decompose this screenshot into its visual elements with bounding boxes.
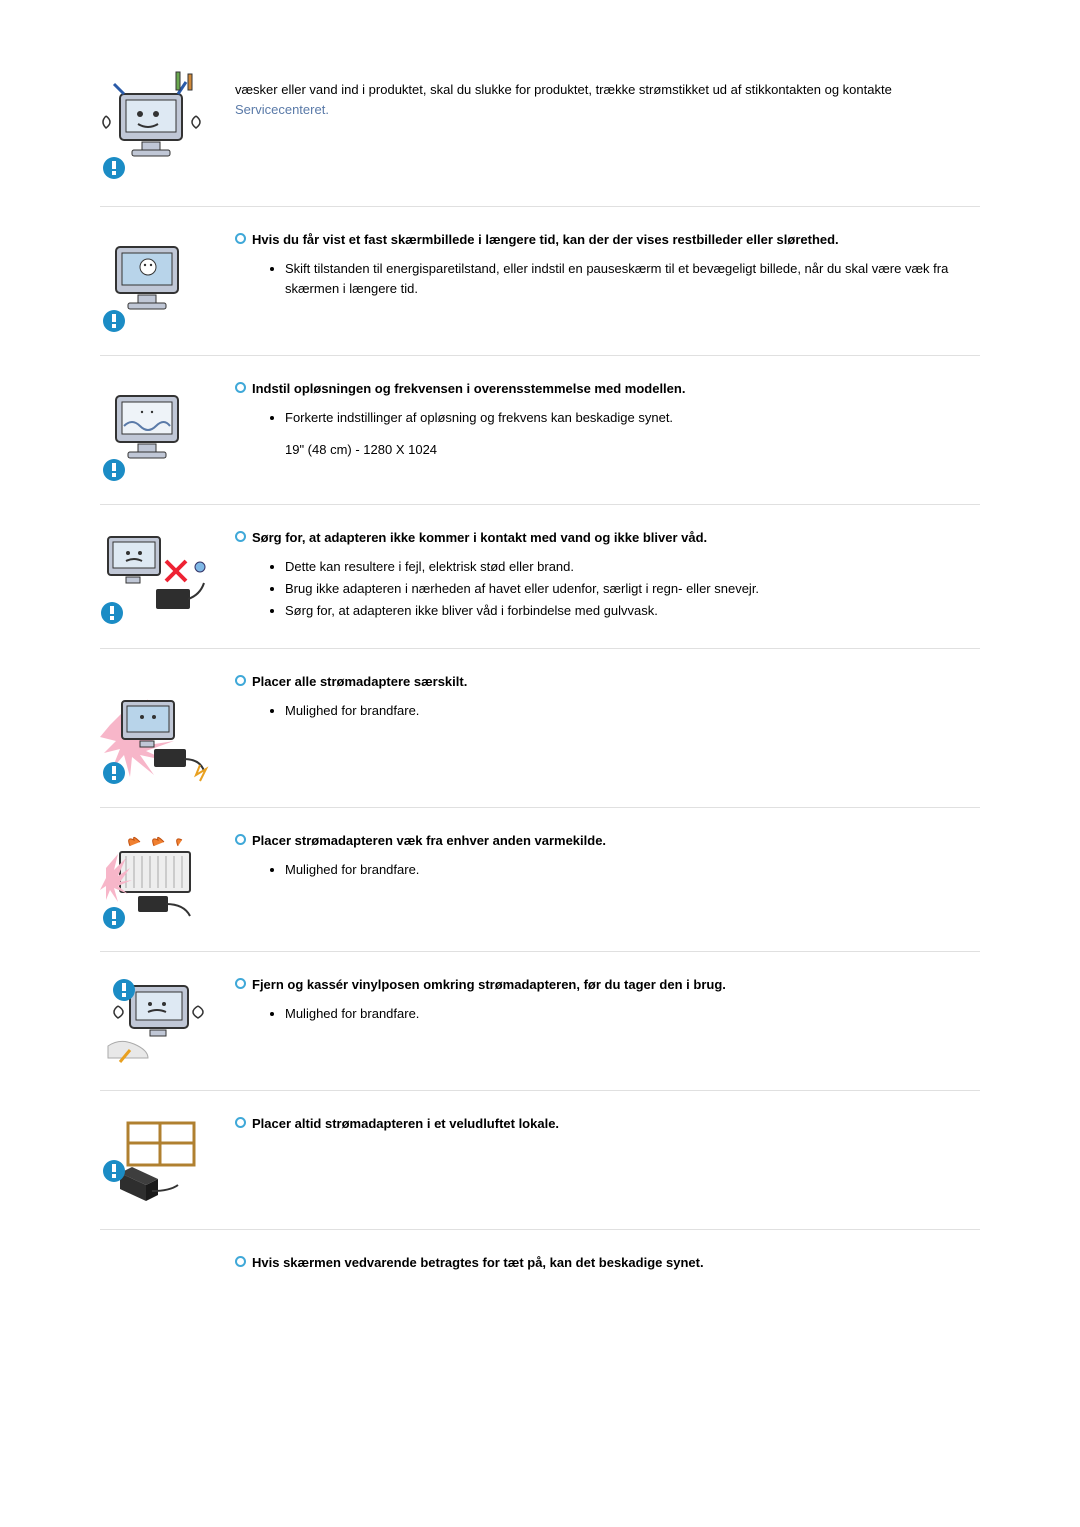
item-head: Placer alle strømadaptere særskilt. (235, 673, 980, 691)
section-icon-empty (100, 1252, 235, 1256)
section-eye-distance: Hvis skærmen vedvarende betragtes for tæ… (100, 1252, 980, 1304)
bullet-ring-icon (235, 1117, 246, 1128)
section-title: Placer altid strømadapteren i et veludlu… (252, 1115, 559, 1133)
resolution-spec: 19" (48 cm) - 1280 X 1024 (285, 440, 980, 460)
section-icon (100, 527, 235, 626)
item-head: Sørg for, at adapteren ikke kommer i kon… (235, 529, 980, 547)
section-adapter-water: Sørg for, at adapteren ikke kommer i kon… (100, 527, 980, 649)
section-title: Fjern og kassér vinylposen omkring strøm… (252, 976, 726, 994)
section-title: Placer strømadapteren væk fra enhver and… (252, 832, 606, 850)
item-head: Hvis du får vist et fast skærmbillede i … (235, 231, 980, 249)
section-content: Sørg for, at adapteren ikke kommer i kon… (235, 527, 980, 624)
section-resolution: Indstil opløsningen og frekvensen i over… (100, 378, 980, 505)
section-content: Placer strømadapteren væk fra enhver and… (235, 830, 980, 882)
section-content: Fjern og kassér vinylposen omkring strøm… (235, 974, 980, 1026)
item-head: Placer altid strømadapteren i et veludlu… (235, 1115, 980, 1133)
bullet-list: Forkerte indstillinger af opløsning og f… (285, 408, 980, 428)
bullet-list: Mulighed for brandfare. (285, 701, 980, 721)
section-title: Sørg for, at adapteren ikke kommer i kon… (252, 529, 707, 547)
section-adapters-separate: Placer alle strømadaptere særskilt. Muli… (100, 671, 980, 808)
monitor-bag-icon (100, 978, 215, 1068)
bullet-item: Mulighed for brandfare. (285, 860, 980, 880)
section-content: Hvis du får vist et fast skærmbillede i … (235, 229, 980, 301)
intro-text-part: væsker eller vand ind i produktet, skal … (235, 82, 892, 97)
bullet-item: Forkerte indstillinger af opløsning og f… (285, 408, 980, 428)
bullet-ring-icon (235, 978, 246, 989)
section-afterimage: Hvis du får vist et fast skærmbillede i … (100, 229, 980, 356)
section-content: Hvis skærmen vedvarende betragtes for tæ… (235, 1252, 980, 1282)
item-head: Indstil opløsningen og frekvensen i over… (235, 380, 980, 398)
item-head: Fjern og kassér vinylposen omkring strøm… (235, 976, 980, 994)
section-icon (100, 229, 235, 333)
bullet-list: Skift tilstanden til energisparetilstand… (285, 259, 980, 299)
service-center-link[interactable]: Servicecenteret. (235, 102, 329, 117)
section-content: Indstil opløsningen og frekvensen i over… (235, 378, 980, 460)
intro-icon (100, 60, 235, 184)
monitor-wave-icon (100, 382, 200, 482)
section-ventilated: Placer altid strømadapteren i et veludlu… (100, 1113, 980, 1230)
monitor-spray-icon (100, 64, 210, 184)
bullet-ring-icon (235, 1256, 246, 1267)
bullet-list: Mulighed for brandfare. (285, 1004, 980, 1024)
heater-fire-icon (100, 834, 210, 929)
bullet-ring-icon (235, 675, 246, 686)
bullet-ring-icon (235, 834, 246, 845)
bullet-ring-icon (235, 531, 246, 542)
item-head: Placer strømadapteren væk fra enhver and… (235, 832, 980, 850)
monitor-ghost-icon (100, 233, 200, 333)
monitor-spark-icon (100, 675, 215, 785)
section-icon (100, 1113, 235, 1207)
bullet-item: Sørg for, at adapteren ikke bliver våd i… (285, 601, 980, 621)
intro-content: væsker eller vand ind i produktet, skal … (235, 60, 980, 119)
bullet-ring-icon (235, 382, 246, 393)
section-content: Placer altid strømadapteren i et veludlu… (235, 1113, 980, 1143)
bullet-ring-icon (235, 233, 246, 244)
bullet-item: Mulighed for brandfare. (285, 701, 980, 721)
intro-text: væsker eller vand ind i produktet, skal … (235, 80, 980, 119)
intro-section: væsker eller vand ind i produktet, skal … (100, 60, 980, 207)
bullet-item: Brug ikke adapteren i nærheden af havet … (285, 579, 980, 599)
section-icon (100, 974, 235, 1068)
window-adapter-icon (100, 1117, 205, 1207)
section-icon (100, 671, 235, 785)
section-title: Indstil opløsningen og frekvensen i over… (252, 380, 685, 398)
section-content: Placer alle strømadaptere særskilt. Muli… (235, 671, 980, 723)
section-adapter-heat: Placer strømadapteren væk fra enhver and… (100, 830, 980, 952)
monitor-adapter-wet-icon (100, 531, 210, 626)
bullet-list: Mulighed for brandfare. (285, 860, 980, 880)
section-icon (100, 378, 235, 482)
bullet-item: Mulighed for brandfare. (285, 1004, 980, 1024)
item-head: Hvis skærmen vedvarende betragtes for tæ… (235, 1254, 980, 1272)
bullet-list: Dette kan resultere i fejl, elektrisk st… (285, 557, 980, 621)
section-icon (100, 830, 235, 929)
section-title: Placer alle strømadaptere særskilt. (252, 673, 467, 691)
section-title: Hvis du får vist et fast skærmbillede i … (252, 231, 839, 249)
section-vinyl-bag: Fjern og kassér vinylposen omkring strøm… (100, 974, 980, 1091)
section-title: Hvis skærmen vedvarende betragtes for tæ… (252, 1254, 704, 1272)
bullet-item: Skift tilstanden til energisparetilstand… (285, 259, 980, 299)
bullet-item: Dette kan resultere i fejl, elektrisk st… (285, 557, 980, 577)
